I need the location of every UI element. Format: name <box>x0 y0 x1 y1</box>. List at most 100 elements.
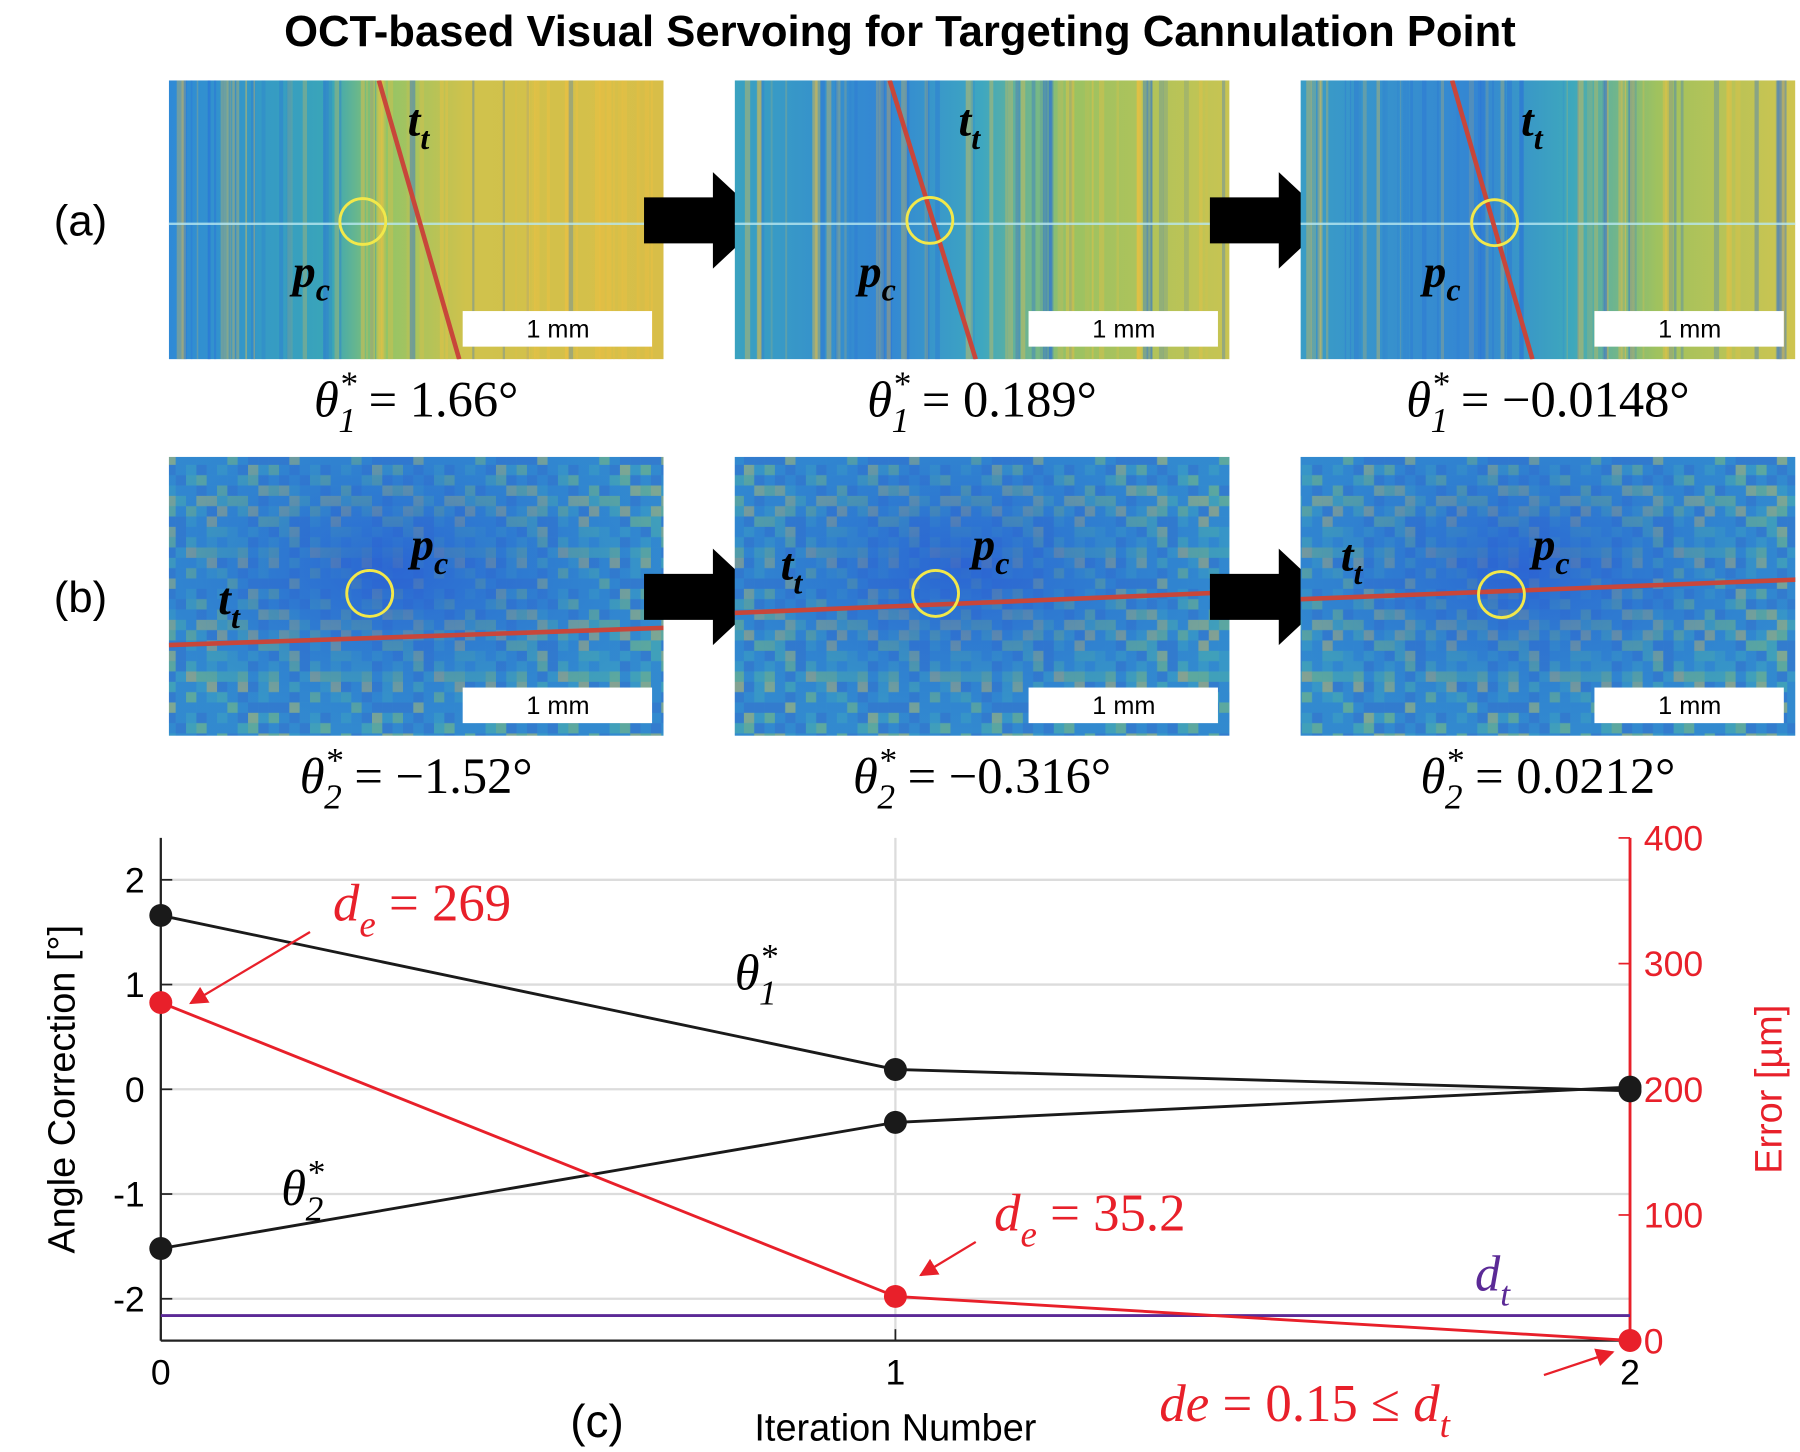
y-tick-label: 1 <box>125 965 145 1005</box>
scale-bar <box>462 311 653 347</box>
image-stripe <box>568 80 574 360</box>
image-stripe <box>1673 80 1677 360</box>
scale-bar-label: 1 mm <box>1658 315 1721 343</box>
x-tick-label: 1 <box>886 1352 906 1392</box>
image-stripe <box>1397 80 1399 360</box>
image-stripe <box>208 80 211 360</box>
scale-bar-label: 1 mm <box>1658 692 1721 720</box>
image-stripe <box>575 80 579 360</box>
tool-label: tt <box>1521 94 1544 156</box>
image-stripe <box>820 80 825 360</box>
image-stripe <box>1015 80 1021 360</box>
image-stripe <box>878 80 880 360</box>
image-stripe <box>1005 80 1008 360</box>
image-caption-part: 1 <box>1431 400 1449 440</box>
tool-label-part: t <box>781 539 795 590</box>
annotation-part: = 269 <box>376 875 511 933</box>
image-stripe <box>1045 80 1047 360</box>
image-stripe <box>222 80 224 360</box>
annotation-arrow <box>1543 1348 1615 1377</box>
x-tick-label: 2 <box>1620 1352 1640 1392</box>
image-stripe <box>621 80 628 360</box>
image-stripe <box>1566 80 1568 360</box>
image-stripe <box>594 80 601 360</box>
image-caption-part: * <box>1445 740 1463 780</box>
point-label-part: c <box>882 272 896 308</box>
image-stripe <box>377 80 383 360</box>
series-label-part: * <box>760 936 778 976</box>
image-stripe <box>1184 80 1189 360</box>
series-label: θ* 2 <box>281 1152 324 1228</box>
series-point <box>1618 1075 1642 1099</box>
annotation-part: d <box>1413 1375 1440 1433</box>
series-point <box>149 903 173 927</box>
image-stripe <box>1049 80 1053 360</box>
image-stripe <box>1020 80 1026 360</box>
tool-label-part: t <box>971 120 981 156</box>
image-caption-part: θ <box>300 748 325 804</box>
oct-image <box>734 80 1230 360</box>
point-label-part: p <box>968 519 995 570</box>
image-caption-part: = −0.0148° <box>1448 372 1689 428</box>
y-tick-label: 0 <box>125 1070 145 1110</box>
image-stripe <box>323 80 329 360</box>
image-stripe <box>854 80 858 360</box>
image-stripe <box>374 80 377 360</box>
target-circle <box>345 569 395 618</box>
image-stripe <box>1603 80 1605 360</box>
image-stripe <box>1316 80 1319 360</box>
image-stripe <box>183 80 187 360</box>
image-stripe <box>599 80 605 360</box>
point-label: pc <box>968 519 1009 581</box>
image-caption-part: * <box>339 363 357 403</box>
image-stripe <box>1775 80 1782 360</box>
image-caption-part: = 0.189° <box>909 372 1097 428</box>
image-stripe <box>844 80 847 360</box>
oct-image <box>168 456 664 736</box>
image-stripe <box>279 80 284 360</box>
target-circle <box>1470 198 1519 248</box>
image-caption: θ* 2 = 0.0212° <box>1421 740 1676 816</box>
image-stripe <box>875 80 881 360</box>
image-stripe <box>1048 80 1052 360</box>
point-label: pc <box>407 519 448 581</box>
image-stripe <box>245 80 248 360</box>
image-stripe <box>419 80 425 360</box>
image-stripe <box>878 80 885 360</box>
image-stripe <box>1606 80 1609 360</box>
image-stripe <box>1562 80 1565 360</box>
image-stripe <box>235 80 240 360</box>
image-stripe <box>196 80 199 360</box>
target-circle <box>1477 570 1526 619</box>
image-stripe <box>406 80 413 360</box>
image-stripe <box>1456 80 1460 360</box>
tool-label: tt <box>408 94 431 156</box>
image-stripe <box>756 80 762 360</box>
image-stripe <box>370 80 374 360</box>
figure-title: OCT-based Visual Servoing for Targeting … <box>284 8 1516 56</box>
annotation: de = 269 <box>333 875 511 945</box>
image-stripe <box>1680 80 1684 360</box>
image-stripe <box>286 80 292 360</box>
image-stripe <box>1344 80 1347 360</box>
image-caption-part: θ <box>867 372 892 428</box>
image-stripe <box>1070 80 1074 360</box>
image-stripe <box>970 80 973 360</box>
image-stripe <box>1142 80 1149 360</box>
y-axis-label: Angle Correction [°] <box>42 925 84 1254</box>
image-stripe <box>1410 80 1414 360</box>
image-stripe <box>1325 80 1329 360</box>
image-stripe <box>1139 80 1143 360</box>
image-stripe <box>1039 80 1045 360</box>
annotation-part: de <box>1159 1375 1209 1433</box>
image-stripe <box>409 80 416 360</box>
image-stripe <box>251 80 256 360</box>
image-stripe <box>1069 80 1073 360</box>
image-stripe <box>1136 80 1141 360</box>
tool-label: tt <box>781 539 804 601</box>
image-stripe <box>1577 80 1580 360</box>
image-stripe <box>226 80 229 360</box>
image-stripe <box>1382 80 1386 360</box>
image-caption-part: * <box>878 740 896 780</box>
tool-shaft <box>376 80 462 360</box>
